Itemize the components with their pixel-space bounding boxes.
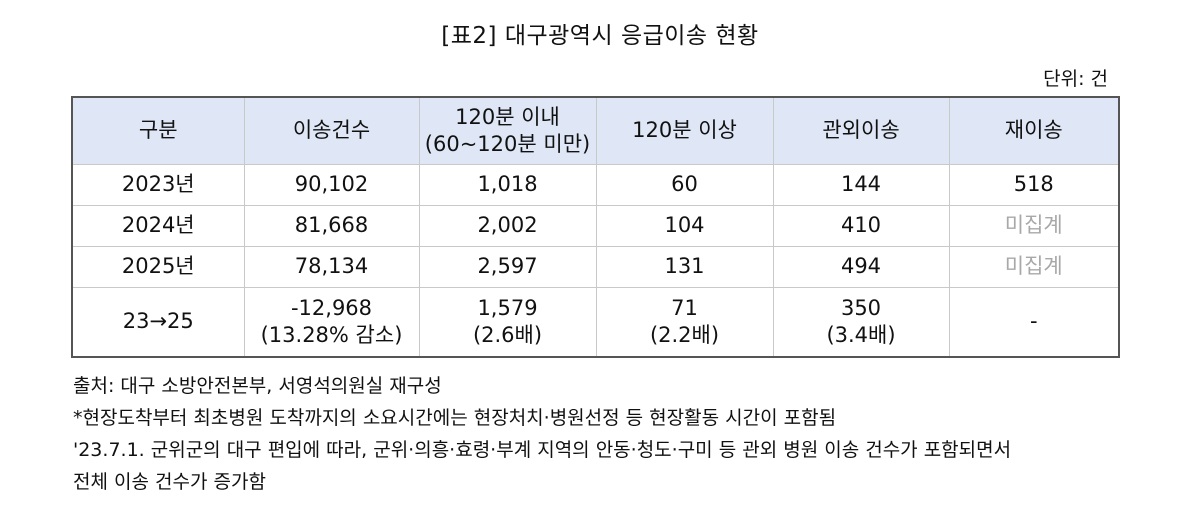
row-label: 2025년: [71, 246, 245, 288]
change-within-120-note: (2.6배): [472, 323, 543, 347]
cell-within-120: 2,597: [418, 246, 597, 288]
change-over-120: 71 (2.2배): [595, 287, 774, 358]
change-out-of-area: 350 (3.4배): [772, 287, 950, 358]
cell-re-transfer-not-aggregated: 미집계: [948, 205, 1120, 247]
change-over-120-value: 71: [671, 295, 698, 320]
header-re-transfer-label: 재이송: [1004, 118, 1063, 143]
cell-over-120: 104: [595, 205, 774, 247]
cell-within-120: 1,018: [418, 164, 597, 206]
change-re-transfer: -: [948, 287, 1120, 358]
header-out-of-area: 관외이송: [772, 96, 950, 165]
cell-transfers: 81,668: [243, 205, 420, 247]
change-transfers: -12,968 (13.28% 감소): [243, 287, 420, 358]
footnote-time: *현장도착부터 최초병원 도착까지의 소요시간에는 현장처치·병원선정 등 현장…: [73, 407, 837, 429]
footnote-gunwi-line2: 전체 이송 건수가 증가함: [73, 471, 266, 493]
table-title: [표2] 대구광역시 응급이송 현황: [441, 23, 759, 49]
change-over-120-note: (2.2배): [649, 323, 720, 347]
cell-out-of-area: 494: [772, 246, 950, 288]
row-label: 2023년: [71, 164, 245, 206]
header-category-label: 구분: [138, 118, 178, 143]
source-note: 출처: 대구 소방안전본부, 서영석의원실 재구성: [73, 375, 442, 397]
change-transfers-value: -12,968: [290, 295, 373, 320]
header-out-of-area-label: 관외이송: [822, 118, 900, 143]
cell-within-120: 2,002: [418, 205, 597, 247]
change-out-of-area-note: (3.4배): [826, 323, 896, 347]
notes-section: 출처: 대구 소방안전본부, 서영석의원실 재구성 *현장도착부터 최초병원 도…: [73, 370, 1153, 498]
header-category: 구분: [71, 96, 245, 165]
header-transfers: 이송건수: [243, 96, 420, 165]
header-within-120-label: 120분 이내: [455, 104, 560, 129]
change-row-label: 23→25: [71, 287, 245, 358]
header-transfers-label: 이송건수: [292, 118, 371, 143]
header-row: 구분 이송건수 120분 이내 (60~120분 미만) 120분 이상 관외이…: [71, 96, 1120, 165]
header-over-120: 120분 이상: [595, 96, 774, 165]
change-out-of-area-value: 350: [840, 295, 882, 320]
cell-re-transfer: 518: [948, 164, 1120, 206]
header-within-120: 120분 이내 (60~120분 미만): [418, 96, 597, 165]
cell-out-of-area: 410: [772, 205, 950, 247]
footnote-gunwi-line1: '23.7.1. 군위군의 대구 편입에 따라, 군위·의흥·효령·부계 지역의…: [73, 439, 1012, 461]
table-row: 2023년 90,102 1,018 60 144 518: [71, 164, 1120, 206]
table-row: 2024년 81,668 2,002 104 410 미집계: [71, 205, 1120, 247]
change-within-120-value: 1,579: [477, 295, 538, 320]
cell-over-120: 60: [595, 164, 774, 206]
cell-re-transfer-not-aggregated: 미집계: [948, 246, 1120, 288]
header-over-120-label: 120분 이상: [632, 118, 737, 143]
cell-out-of-area: 144: [772, 164, 950, 206]
row-label: 2024년: [71, 205, 245, 247]
change-transfers-note: (13.28% 감소): [260, 323, 403, 347]
cell-transfers: 90,102: [243, 164, 420, 206]
emergency-transfer-table: 구분 이송건수 120분 이내 (60~120분 미만) 120분 이상 관외이…: [71, 96, 1120, 358]
change-row: 23→25 -12,968 (13.28% 감소) 1,579 (2.6배) 7…: [71, 287, 1120, 358]
unit-label: 단위: 건: [1043, 68, 1108, 90]
cell-over-120: 131: [595, 246, 774, 288]
change-within-120: 1,579 (2.6배): [418, 287, 597, 358]
header-within-120-sublabel: (60~120분 미만): [424, 132, 591, 156]
header-re-transfer: 재이송: [948, 96, 1120, 165]
table-row: 2025년 78,134 2,597 131 494 미집계: [71, 246, 1120, 288]
cell-transfers: 78,134: [243, 246, 420, 288]
